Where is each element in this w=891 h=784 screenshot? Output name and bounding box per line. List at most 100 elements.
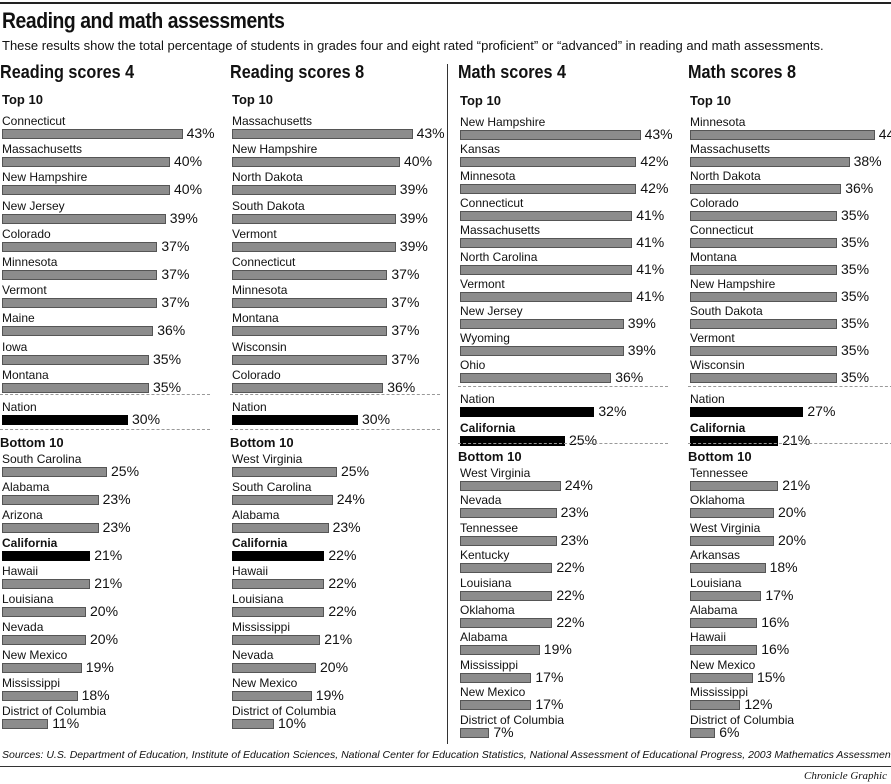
bar [232, 691, 312, 701]
subtitle: These results show the total percentage … [2, 38, 824, 53]
bar [460, 157, 637, 167]
bar [690, 700, 741, 711]
row-label: Vermont [2, 283, 47, 298]
row-label: Nation [232, 400, 267, 414]
bar [232, 523, 329, 533]
bar [232, 354, 388, 365]
row-label: Arkansas [690, 548, 741, 563]
section-label-bottom: Bottom 10 [230, 435, 294, 450]
row-label: District of Columbia [2, 704, 107, 718]
value-label: 37% [391, 266, 420, 282]
bar [460, 319, 624, 329]
row-label: California [690, 421, 746, 435]
row-label: Minnesota [690, 115, 746, 129]
bar [2, 691, 78, 701]
row-label: Nation [460, 392, 495, 406]
value-label: 19% [315, 687, 344, 703]
bar [2, 663, 82, 673]
chart-title: Math scores 8 [688, 62, 797, 82]
value-label: 20% [778, 531, 807, 548]
separator [458, 443, 668, 444]
value-label: 32% [598, 403, 627, 419]
value-label: 37% [391, 294, 420, 311]
section-label-bottom: Bottom 10 [0, 435, 64, 450]
row-label: Minnesota [232, 283, 288, 298]
bar [460, 535, 557, 546]
value-label: 20% [320, 659, 349, 675]
chart-column: Reading scores 8 Top 10 Massachusetts 43% Ne… [230, 62, 445, 742]
bar [2, 635, 86, 645]
value-label: 24% [336, 491, 365, 507]
bar [690, 727, 716, 738]
value-label: 16% [761, 641, 790, 658]
bar [690, 238, 837, 248]
row-label: Tennessee [690, 466, 749, 480]
bar [690, 319, 837, 329]
chart-column: Math scores 4 Top 10 New Hampshire 43% Kansa… [458, 62, 673, 742]
value-label: 37% [391, 350, 420, 367]
bar [690, 618, 758, 628]
separator [688, 386, 891, 387]
value-label: 23% [332, 519, 361, 535]
bar [460, 672, 532, 683]
value-label: 36% [387, 378, 416, 395]
bar [232, 663, 316, 673]
value-label: 18% [769, 559, 798, 576]
value-label: 41% [636, 288, 665, 304]
bar [232, 270, 388, 280]
row-label: Alabama [2, 480, 50, 494]
row-label: Wyoming [460, 331, 510, 345]
row-label: Vermont [232, 226, 277, 241]
bar [232, 298, 388, 309]
value-label: 39% [627, 315, 656, 331]
row-label: Maine [2, 311, 35, 326]
bar [2, 157, 170, 168]
bar [460, 211, 633, 221]
separator [230, 429, 440, 430]
bar [232, 467, 337, 477]
row-label: North Dakota [232, 170, 303, 185]
value-label: 40% [174, 181, 203, 198]
bar [232, 213, 396, 224]
bar [690, 265, 837, 275]
value-label: 19% [85, 659, 114, 675]
bar [232, 415, 358, 425]
bar [2, 719, 49, 729]
value-label: 43% [416, 125, 445, 141]
value-label: 37% [161, 266, 190, 282]
value-label: 17% [535, 668, 564, 685]
row-label: Kentucky [460, 548, 510, 563]
value-label: 12% [744, 696, 773, 713]
value-label: 23% [560, 531, 589, 548]
value-label: 41% [636, 207, 665, 223]
value-label: 35% [841, 234, 870, 250]
row-label: New Mexico [690, 657, 756, 672]
row-label: Connecticut [232, 255, 296, 269]
row-label: New Jersey [460, 304, 523, 318]
bar [2, 298, 158, 309]
row-label: Tennessee [460, 520, 519, 535]
value-label: 37% [391, 322, 420, 339]
row-label: Colorado [2, 226, 51, 241]
row-label: West Virginia [232, 452, 303, 466]
value-label: 20% [778, 504, 807, 521]
value-label: 35% [841, 342, 870, 358]
bar [232, 185, 396, 196]
value-label: 36% [615, 369, 644, 385]
bar [2, 185, 170, 196]
bar [690, 184, 842, 194]
bar [690, 407, 804, 417]
row-label: California [232, 536, 288, 550]
row-label: South Carolina [232, 480, 312, 494]
value-label: 37% [161, 237, 190, 254]
row-label: Louisiana [460, 575, 512, 590]
bar [232, 579, 325, 589]
row-label: Minnesota [2, 255, 58, 269]
row-label: Montana [2, 367, 49, 382]
section-label-bottom: Bottom 10 [688, 449, 752, 464]
bar [690, 346, 837, 356]
row-label: Connecticut [690, 223, 754, 237]
row-label: North Dakota [690, 169, 761, 183]
bar [2, 551, 91, 561]
bar [2, 129, 183, 139]
